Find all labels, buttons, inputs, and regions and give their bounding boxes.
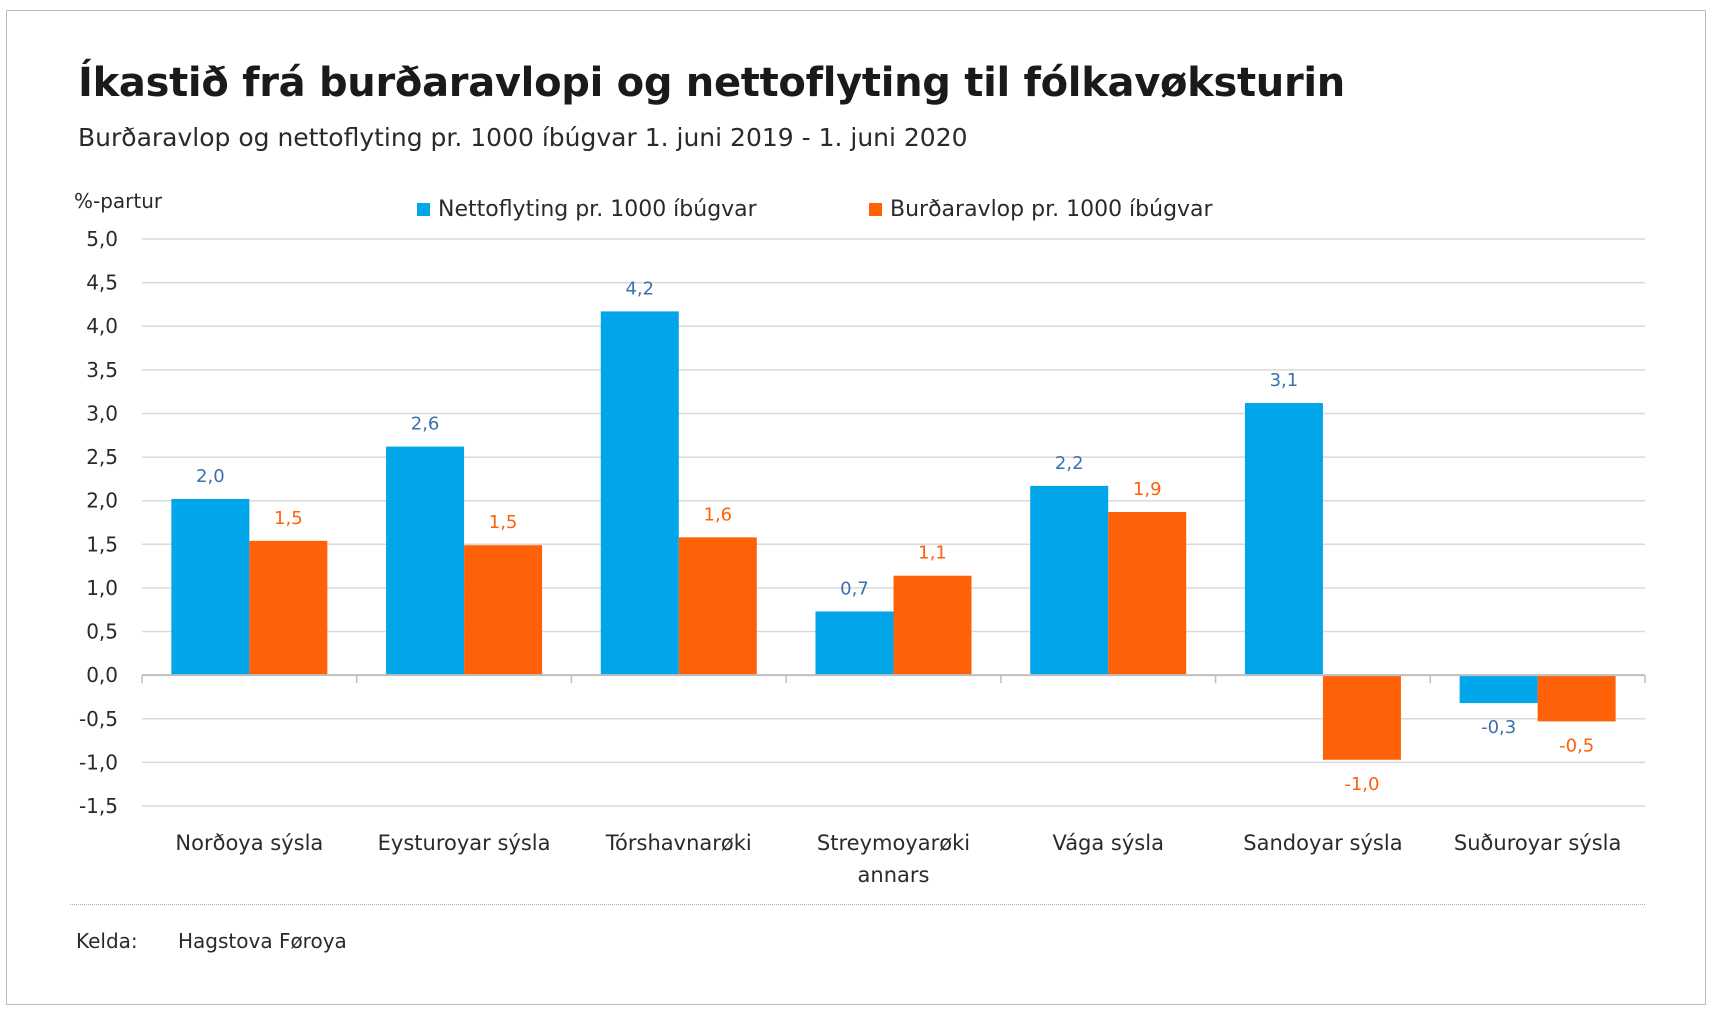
data-label: -0,5 xyxy=(1559,735,1594,756)
y-tick-label: 0,5 xyxy=(86,620,118,644)
legend-label-nettoflyting: Nettoflyting pr. 1000 íbúgvar xyxy=(438,197,757,222)
bar xyxy=(600,311,679,676)
y-tick-label: 2,0 xyxy=(86,489,118,513)
x-tick-label: Sandoyar sýsla xyxy=(1243,831,1402,855)
source-value: Hagstova Føroya xyxy=(178,929,347,953)
data-label: 1,9 xyxy=(1133,479,1162,500)
y-tick-label: 0,0 xyxy=(86,663,118,687)
legend-swatch-burdaravlop xyxy=(869,203,882,216)
y-tick-label: 1,5 xyxy=(86,532,118,556)
y-tick-label: 3,0 xyxy=(86,401,118,425)
y-tick-label: 1,0 xyxy=(86,576,118,600)
bar xyxy=(1030,485,1109,676)
bar xyxy=(464,545,543,676)
data-label: 2,2 xyxy=(1055,453,1084,474)
bar xyxy=(893,575,972,676)
bar xyxy=(1108,512,1187,676)
x-tick-label: Eysturoyar sýsla xyxy=(378,831,551,855)
x-tick-label: annars xyxy=(858,863,930,887)
bar xyxy=(386,446,465,676)
x-tick-label: Suðuroyar sýsla xyxy=(1454,831,1621,855)
legend-item-nettoflyting: Nettoflyting pr. 1000 íbúgvar xyxy=(417,197,757,222)
y-tick-label: 2,5 xyxy=(86,445,118,469)
data-label: -1,0 xyxy=(1344,774,1379,795)
data-label: 4,2 xyxy=(625,278,654,299)
data-label: 1,1 xyxy=(918,543,947,564)
data-label: 3,1 xyxy=(1270,370,1299,391)
bar xyxy=(1322,675,1401,760)
y-tick-label: 3,5 xyxy=(86,358,118,382)
y-tick-label: 4,5 xyxy=(86,271,118,295)
y-tick-label: 4,0 xyxy=(86,314,118,338)
data-label: 2,0 xyxy=(196,466,225,487)
data-label: 1,5 xyxy=(274,508,303,529)
bar xyxy=(1459,675,1538,704)
y-tick-label: -0,5 xyxy=(79,707,118,731)
x-tick-label: Vága sýsla xyxy=(1052,831,1164,855)
y-tick-label: 5,0 xyxy=(86,227,118,251)
bar xyxy=(249,540,328,676)
source-label: Kelda: xyxy=(76,929,138,953)
y-tick-label: -1,5 xyxy=(79,794,118,818)
legend-swatch-nettoflyting xyxy=(417,203,430,216)
x-tick-label: Norðoya sýsla xyxy=(175,831,323,855)
data-label: 1,6 xyxy=(703,504,732,525)
legend-label-burdaravlop: Burðaravlop pr. 1000 íbúgvar xyxy=(890,197,1213,222)
chart-title: Íkastið frá burðaravlopi og nettoflyting… xyxy=(78,60,1345,106)
bar xyxy=(815,611,894,676)
chart-subtitle: Burðaravlop og nettoflyting pr. 1000 íbú… xyxy=(78,123,968,152)
bar xyxy=(1244,402,1323,676)
bar xyxy=(678,537,757,676)
x-tick-label: Tórshavnarøki xyxy=(605,831,752,855)
legend-item-burdaravlop: Burðaravlop pr. 1000 íbúgvar xyxy=(869,197,1213,222)
chart-frame xyxy=(6,10,1706,1005)
bar xyxy=(171,498,250,676)
data-label: 2,6 xyxy=(411,414,440,435)
data-label: -0,3 xyxy=(1481,717,1516,738)
y-tick-label: -1,0 xyxy=(79,750,118,774)
y-axis-label: %-partur xyxy=(74,189,163,213)
source-separator xyxy=(70,904,1645,905)
data-label: 1,5 xyxy=(489,512,518,533)
data-label: 0,7 xyxy=(840,578,869,599)
bar xyxy=(1537,675,1616,722)
x-tick-label: Streymoyarøki xyxy=(817,831,970,855)
